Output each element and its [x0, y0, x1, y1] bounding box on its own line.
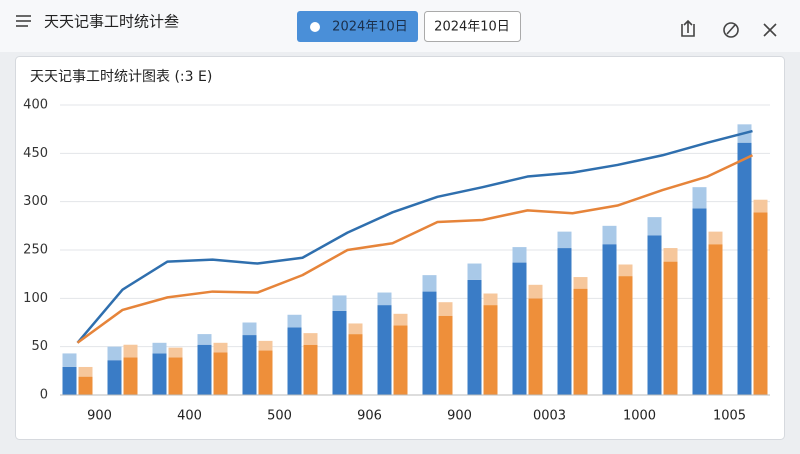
- bar: [78, 376, 93, 395]
- y-tick-label: 50: [31, 339, 48, 354]
- bar-segment: [573, 277, 588, 289]
- bar: [467, 279, 482, 395]
- bar: [377, 305, 392, 395]
- x-tick-label: 0003: [533, 409, 566, 424]
- menu-icon[interactable]: [16, 15, 31, 27]
- chart-title: 天天记事工时统计图表 (:3 E): [30, 69, 212, 85]
- x-tick-label: 900: [447, 409, 472, 424]
- bar: [123, 357, 138, 395]
- bar: [438, 315, 453, 395]
- y-tick-label: 300: [23, 194, 48, 209]
- bar-segment: [422, 275, 437, 292]
- app-title: 天天记事工时统计叁: [44, 13, 179, 31]
- bar: [62, 366, 77, 395]
- bar-segment: [483, 293, 498, 306]
- bar-segment: [467, 263, 482, 280]
- y-tick-label: 100: [23, 291, 48, 306]
- bar-segment: [393, 313, 408, 326]
- bar: [692, 208, 707, 395]
- bar: [602, 244, 617, 395]
- x-tick-label: 500: [267, 409, 292, 424]
- bar: [332, 310, 347, 395]
- x-tick-label: 1000: [623, 409, 656, 424]
- bar-segment: [78, 366, 93, 377]
- date-button[interactable]: [424, 11, 521, 42]
- x-tick-label: 906: [357, 409, 382, 424]
- bar: [393, 325, 408, 395]
- bar-segment: [557, 231, 572, 249]
- close-icon[interactable]: [763, 23, 777, 37]
- x-tick-label: 900: [87, 409, 112, 424]
- trend-line: [76, 129, 753, 344]
- date-button-label: 2024年10日: [434, 20, 510, 35]
- bar-segment: [258, 340, 273, 351]
- bar: [708, 244, 723, 395]
- bar-segment: [438, 302, 453, 316]
- bar-segment: [512, 247, 527, 263]
- bar-segment: [692, 187, 707, 209]
- edit-icon-stroke: [726, 24, 736, 35]
- bar: [422, 291, 437, 395]
- bar: [213, 352, 228, 395]
- bar-segment: [213, 342, 228, 353]
- bar: [197, 344, 212, 395]
- y-tick-label: 250: [23, 243, 48, 258]
- bar: [663, 261, 678, 395]
- bar-segment: [647, 217, 662, 236]
- bar: [618, 276, 633, 395]
- x-tick-label: 400: [177, 409, 202, 424]
- bar-segment: [303, 333, 318, 345]
- y-tick-label: 400: [23, 98, 48, 113]
- bar: [483, 305, 498, 395]
- bar: [753, 212, 768, 395]
- bar-segment: [618, 264, 633, 277]
- bar-segment: [107, 346, 122, 361]
- bar: [512, 262, 527, 395]
- share-icon[interactable]: [681, 19, 695, 37]
- bar-segment: [332, 295, 347, 311]
- bar: [528, 298, 543, 395]
- bar: [348, 334, 363, 395]
- trend-line: [76, 154, 754, 344]
- bar-segment: [663, 248, 678, 262]
- bar-segment: [528, 284, 543, 299]
- bar-segment: [602, 225, 617, 245]
- bar: [647, 235, 662, 395]
- y-tick-label: 450: [23, 146, 48, 161]
- bar-segment: [377, 292, 392, 306]
- bar: [573, 288, 588, 395]
- bar-segment: [197, 334, 212, 345]
- bar: [168, 357, 183, 395]
- bar: [303, 344, 318, 395]
- bar: [737, 142, 752, 395]
- bar-segment: [348, 323, 363, 335]
- bar-segment: [168, 347, 183, 358]
- bar-segment: [708, 231, 723, 245]
- bar: [152, 353, 167, 395]
- toggle-knob: [310, 22, 320, 32]
- bar-segment: [62, 353, 77, 367]
- bar-segment: [123, 344, 138, 358]
- bar: [287, 327, 302, 395]
- bar: [242, 335, 257, 395]
- y-tick-label: 0: [40, 388, 48, 403]
- bar: [557, 248, 572, 395]
- bar-segment: [287, 314, 302, 328]
- edit-icon[interactable]: [723, 22, 739, 38]
- bar: [258, 350, 273, 395]
- date-button[interactable]: [297, 11, 418, 42]
- date-button-label: 2024年10日: [332, 20, 408, 35]
- x-tick-label: 1005: [713, 409, 746, 424]
- plot: 0 50 100 250 300 450 400 900 400 500 906 900 0003 100…: [23, 98, 770, 424]
- bar-segment: [152, 342, 167, 354]
- bar-segment: [242, 322, 257, 336]
- bar-segment: [753, 199, 768, 213]
- bar: [107, 360, 122, 395]
